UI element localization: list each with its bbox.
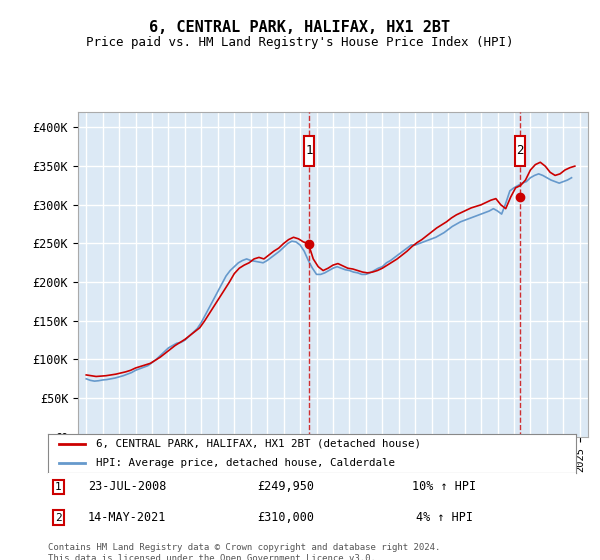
Text: 6, CENTRAL PARK, HALIFAX, HX1 2BT: 6, CENTRAL PARK, HALIFAX, HX1 2BT: [149, 20, 451, 35]
Text: 1: 1: [55, 482, 62, 492]
Text: 1: 1: [305, 144, 313, 157]
Text: £310,000: £310,000: [257, 511, 314, 524]
Text: Price paid vs. HM Land Registry's House Price Index (HPI): Price paid vs. HM Land Registry's House …: [86, 36, 514, 49]
Text: 23-JUL-2008: 23-JUL-2008: [88, 480, 166, 493]
Text: Contains HM Land Registry data © Crown copyright and database right 2024.
This d: Contains HM Land Registry data © Crown c…: [48, 543, 440, 560]
Text: 4% ↑ HPI: 4% ↑ HPI: [415, 511, 473, 524]
FancyBboxPatch shape: [515, 137, 525, 166]
Text: 10% ↑ HPI: 10% ↑ HPI: [412, 480, 476, 493]
Text: £249,950: £249,950: [257, 480, 314, 493]
Text: 6, CENTRAL PARK, HALIFAX, HX1 2BT (detached house): 6, CENTRAL PARK, HALIFAX, HX1 2BT (detac…: [95, 439, 421, 449]
FancyBboxPatch shape: [304, 137, 314, 166]
Text: 2: 2: [517, 144, 524, 157]
Text: 2: 2: [55, 512, 62, 522]
Text: 14-MAY-2021: 14-MAY-2021: [88, 511, 166, 524]
Text: HPI: Average price, detached house, Calderdale: HPI: Average price, detached house, Cald…: [95, 459, 395, 468]
